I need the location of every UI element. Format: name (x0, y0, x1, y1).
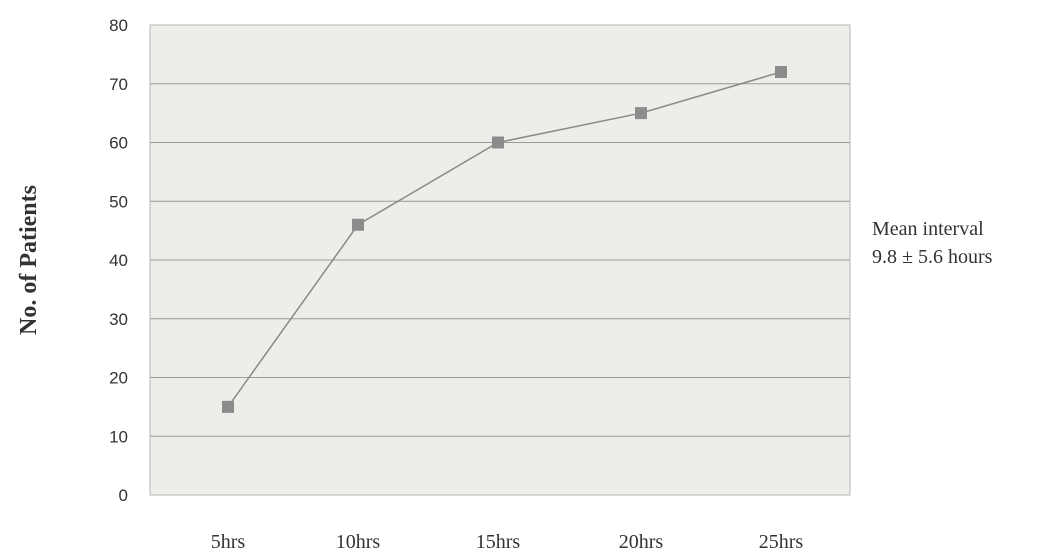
annotation: Mean interval 9.8 ± 5.6 hours (872, 215, 992, 271)
y-tick-label: 70 (109, 75, 128, 94)
data-point-marker (635, 107, 647, 120)
y-tick-label: 0 (119, 486, 128, 505)
annotation-line-1: Mean interval (872, 218, 984, 240)
data-point-marker (775, 66, 787, 78)
y-axis-label: No. of Patients (16, 185, 42, 335)
x-tick-label: 10hrs (336, 531, 381, 551)
x-tick-label: 25hrs (759, 531, 804, 551)
x-axis-ticks: 5hrs 10hrs 15hrs 20hrs 25hrs (211, 531, 804, 551)
y-tick-label: 20 (109, 369, 128, 388)
y-tick-label: 80 (109, 16, 128, 35)
annotation-line-2: 9.8 ± 5.6 hours (872, 246, 993, 268)
y-tick-label: 60 (109, 134, 128, 153)
data-point-marker (492, 136, 504, 149)
y-tick-label: 30 (109, 310, 128, 329)
y-tick-label: 40 (109, 251, 128, 270)
x-tick-label: 20hrs (619, 531, 664, 551)
x-tick-label: 5hrs (211, 531, 246, 551)
x-tick-label: 15hrs (476, 531, 521, 551)
y-tick-label: 50 (109, 192, 128, 211)
data-point-marker (352, 218, 364, 231)
series (222, 66, 787, 413)
data-point-marker (222, 400, 234, 413)
y-axis-ticks: 0 10 20 30 40 50 60 70 80 (109, 16, 128, 505)
y-tick-label: 10 (109, 427, 128, 446)
